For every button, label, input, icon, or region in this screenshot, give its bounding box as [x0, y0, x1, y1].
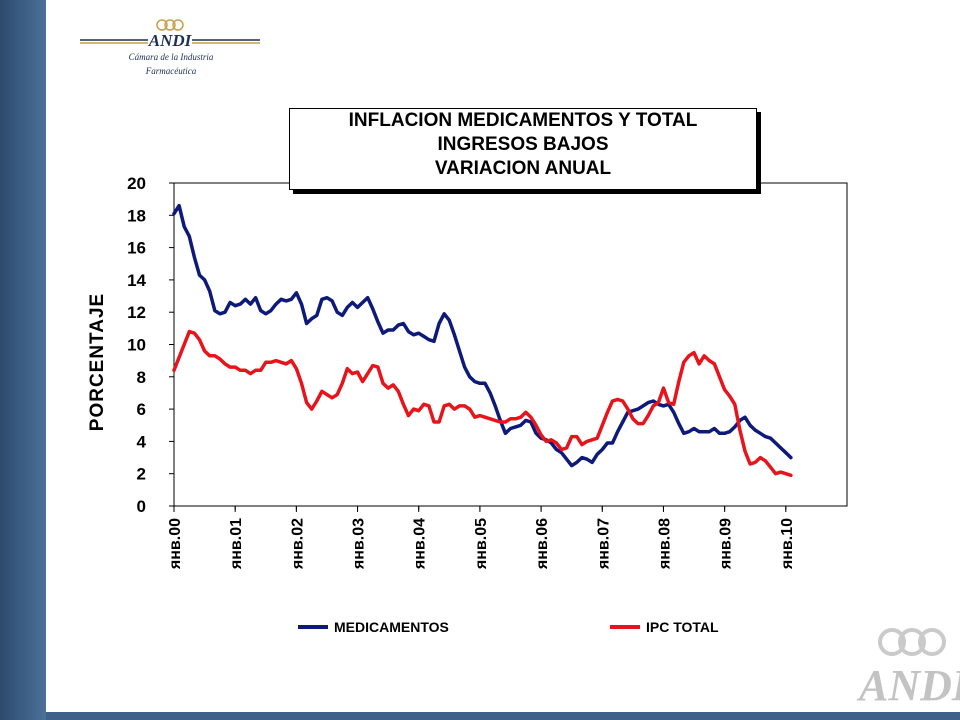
x-tick-label: янв.04	[412, 518, 429, 570]
y-tick-label: 16	[127, 239, 146, 258]
logo-text: ANDI	[148, 31, 193, 50]
logo-subtitle-line2: Farmacéutica	[145, 66, 197, 76]
chart-title-box: INFLACION MEDICAMENTOS Y TOTAL INGRESOS …	[289, 108, 757, 190]
y-tick-label: 6	[137, 400, 146, 419]
x-tick-label: янв.06	[534, 518, 551, 570]
series-layer	[172, 203, 793, 478]
y-axis: 0 2 4 6 8 10 12 14 16 18 20	[127, 174, 174, 516]
logo-subtitle-line1: Cámara de la Industria	[128, 52, 214, 62]
x-tick-label: янв.09	[718, 518, 735, 570]
logo-circles-icon	[156, 19, 184, 31]
legend-swatch-medicamentos	[298, 625, 328, 629]
andi-logo: ANDI	[80, 19, 260, 50]
series-line-ipc-total	[172, 329, 793, 478]
x-axis: янв.00 янв.01 янв.02 янв.03 янв.04 янв.05 янв.…	[167, 506, 796, 570]
watermark-circles-icon	[878, 628, 946, 656]
bottom-decorative-band	[46, 712, 960, 720]
x-tick-label: янв.10	[779, 518, 796, 570]
chart-title-line1: INFLACION MEDICAMENTOS Y TOTAL	[348, 110, 698, 131]
y-axis-label: PORCENTAJE	[87, 292, 108, 432]
y-tick-label: 0	[137, 497, 146, 516]
legend: MEDICAMENTOS IPC TOTAL	[298, 614, 768, 640]
series-line-medicamentos	[172, 203, 793, 468]
legend-label-ipc-total: IPC TOTAL	[646, 619, 719, 635]
x-tick-label: янв.01	[228, 518, 245, 570]
x-tick-label: янв.08	[656, 518, 673, 570]
watermark-text: ANDI	[856, 661, 960, 710]
y-tick-label: 12	[127, 303, 146, 322]
y-tick-label: 4	[137, 432, 147, 451]
y-tick-label: 20	[127, 174, 146, 193]
chart-title-line2: INGRESOS BAJOS	[437, 134, 609, 155]
x-tick-label: янв.07	[595, 518, 612, 570]
y-tick-label: 2	[137, 465, 146, 484]
legend-item-ipc-total: IPC TOTAL	[610, 614, 719, 640]
legend-item-medicamentos: MEDICAMENTOS	[298, 614, 449, 640]
y-tick-label: 18	[127, 206, 146, 225]
legend-label-medicamentos: MEDICAMENTOS	[334, 619, 449, 635]
y-tick-label: 10	[127, 336, 146, 355]
x-tick-label: янв.00	[167, 518, 184, 570]
logo-subtitle: Cámara de la Industria Farmacéutica	[96, 50, 246, 78]
x-tick-label: янв.03	[351, 518, 368, 570]
legend-swatch-ipc-total	[610, 625, 640, 629]
y-tick-label: 14	[127, 271, 146, 290]
y-tick-label: 8	[137, 368, 146, 387]
andi-watermark-logo: ANDI	[856, 628, 960, 710]
x-tick-label: янв.02	[289, 518, 306, 570]
x-tick-label: янв.05	[473, 518, 490, 570]
left-decorative-band	[0, 0, 46, 720]
chart-title-line3: VARIACION ANUAL	[434, 158, 612, 179]
